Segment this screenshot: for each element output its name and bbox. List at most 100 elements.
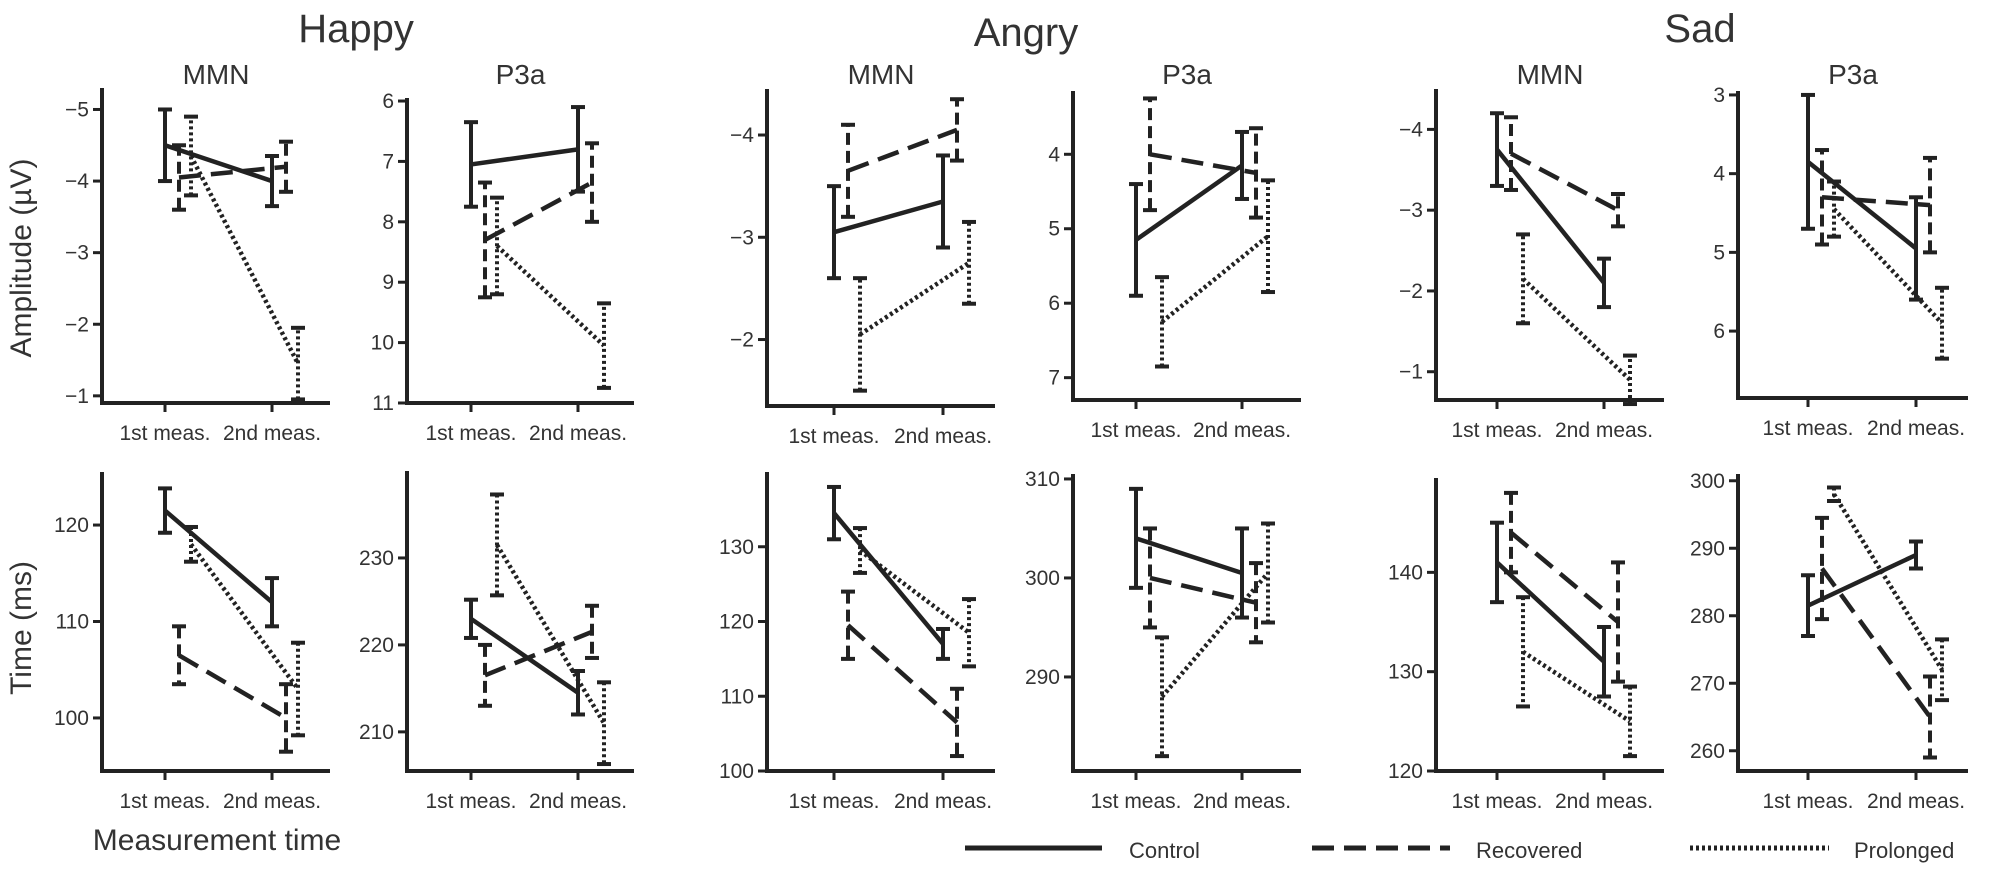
series-line-prolonged <box>1521 649 1632 724</box>
x-tick-label: 1st meas. <box>1762 790 1853 813</box>
series-line-recovered <box>178 164 287 180</box>
series-prolonged <box>853 219 976 393</box>
legend-label-recovered: Recovered <box>1476 838 1582 863</box>
series-recovered <box>1143 96 1263 220</box>
series-control <box>1129 129 1249 298</box>
series-prolonged <box>1827 179 1949 361</box>
y-tick-label: 130 <box>1388 661 1423 684</box>
panel-happy-time-6: 100 110 120 1st meas. 2nd meas. <box>54 472 330 813</box>
series-recovered <box>841 589 964 759</box>
legend-label-control: Control <box>1129 838 1200 863</box>
panel-angry-mmn-2: −4 −3 −2 1st meas. 2nd meas. MMN <box>730 59 995 448</box>
series-line-prolonged <box>188 154 301 365</box>
series-line-control <box>1495 148 1606 285</box>
series-line-prolonged <box>495 543 606 725</box>
legend-item-control: Control <box>965 838 1200 863</box>
y-tick-label: 230 <box>359 547 394 570</box>
y-tick-label: 210 <box>359 721 394 744</box>
y-tick-label: 270 <box>1690 672 1725 695</box>
series-line-prolonged <box>189 543 300 691</box>
panel-sad-mmn-4: −4 −3 −2 −1 1st meas. 2nd meas. MMN <box>1399 59 1664 442</box>
series-control <box>464 597 585 717</box>
x-tick-label: 1st meas. <box>1762 417 1853 440</box>
series-control <box>1490 520 1611 699</box>
y-tick-label: 6 <box>1048 292 1060 315</box>
panel-angry-p3a-3: 4 5 6 7 1st meas. 2nd meas. P3a <box>1048 59 1301 442</box>
series-control <box>827 484 950 661</box>
y-tick-label: 260 <box>1690 740 1725 763</box>
x-tick-label: 1st meas. <box>1451 419 1542 442</box>
y-axis-label-time: Time (ms) <box>5 561 38 695</box>
y-tick-label: 6 <box>382 90 394 113</box>
panel-angry-time-9: 290 300 310 1st meas. 2nd meas. <box>1025 468 1301 813</box>
x-tick-label: 2nd meas. <box>1193 419 1291 442</box>
series-prolonged <box>184 524 305 738</box>
panel-title-p3a: P3a <box>1828 59 1878 90</box>
group-title-sad: Sad <box>1664 7 1735 51</box>
x-tick-label: 2nd meas. <box>894 425 992 448</box>
series-line-recovered <box>1509 151 1620 213</box>
x-tick-label: 1st meas. <box>1090 790 1181 813</box>
series-control <box>1129 486 1249 620</box>
panel-title-p3a: P3a <box>1162 59 1212 90</box>
series-line-recovered <box>1821 195 1931 208</box>
x-tick-label: 2nd meas. <box>1555 790 1653 813</box>
legend-item-prolonged: Prolonged <box>1690 838 1954 863</box>
x-tick-label: 1st meas. <box>425 422 516 445</box>
y-tick-label: 5 <box>1713 241 1725 264</box>
panel-sad-p3a-5: 3 4 5 6 1st meas. 2nd meas. P3a <box>1713 59 1968 440</box>
legend-label-prolonged: Prolonged <box>1854 838 1954 863</box>
y-tick-label: 100 <box>54 707 89 730</box>
series-prolonged <box>1155 178 1275 369</box>
series-prolonged <box>490 492 611 767</box>
y-tick-label: −1 <box>65 385 89 408</box>
legend: Control Recovered Prolonged <box>965 838 1954 863</box>
y-tick-label: 10 <box>371 332 394 355</box>
series-line-control <box>470 147 579 167</box>
series-prolonged <box>853 526 976 669</box>
y-tick-label: 110 <box>56 611 89 634</box>
y-tick-label: −2 <box>65 313 89 336</box>
x-tick-label: 2nd meas. <box>223 790 321 813</box>
x-tick-label: 1st meas. <box>425 790 516 813</box>
x-tick-label: 1st meas. <box>788 425 879 448</box>
x-tick-label: 1st meas. <box>788 790 879 813</box>
group-title-happy: Happy <box>298 7 414 51</box>
series-line-control <box>163 508 274 604</box>
series-line-prolonged <box>858 548 971 635</box>
series-recovered <box>478 603 599 708</box>
panel-title-p3a: P3a <box>496 59 546 90</box>
series-line-recovered <box>177 653 288 720</box>
y-tick-label: 310 <box>1025 468 1060 491</box>
series-line-recovered <box>847 127 958 173</box>
series-prolonged <box>184 114 305 402</box>
y-tick-label: −3 <box>1399 199 1423 222</box>
x-tick-label: 2nd meas. <box>223 422 321 445</box>
y-tick-label: 4 <box>1713 163 1725 186</box>
series-line-control <box>469 616 580 695</box>
panel-angry-time-8: 100 110 120 130 1st meas. 2nd meas. <box>719 472 995 813</box>
series-prolonged <box>1827 485 1949 703</box>
x-tick-label: 2nd meas. <box>1555 419 1653 442</box>
x-tick-label: 1st meas. <box>119 422 210 445</box>
series-control <box>464 105 585 209</box>
y-tick-label: 11 <box>372 392 394 415</box>
y-tick-label: 100 <box>719 760 754 783</box>
panel-sad-time-10: 120 130 140 1st meas. 2nd meas. <box>1388 478 1664 813</box>
y-tick-label: −4 <box>1399 118 1423 141</box>
y-tick-label: 4 <box>1048 143 1060 166</box>
y-tick-label: 120 <box>719 611 754 634</box>
y-tick-label: −5 <box>65 98 89 121</box>
panel-happy-time-7: 210 220 230 1st meas. 2nd meas. <box>359 471 634 813</box>
y-tick-label: 8 <box>382 211 394 234</box>
y-tick-label: 280 <box>1690 605 1725 628</box>
x-tick-label: 2nd meas. <box>1193 790 1291 813</box>
y-tick-label: −4 <box>730 124 754 147</box>
y-tick-label: 140 <box>1388 561 1423 584</box>
panel-title-mmn: MMN <box>183 59 250 90</box>
series-line-prolonged <box>495 244 606 348</box>
y-tick-label: 290 <box>1025 666 1060 689</box>
y-tick-label: 300 <box>1025 567 1060 590</box>
y-tick-label: 290 <box>1690 537 1725 560</box>
y-tick-label: 110 <box>721 685 754 708</box>
